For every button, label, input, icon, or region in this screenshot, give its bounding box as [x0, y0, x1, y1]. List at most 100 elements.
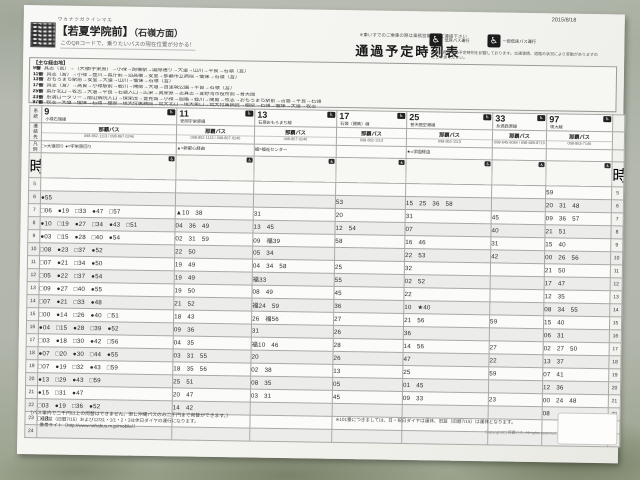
hour-label: 10: [610, 251, 623, 265]
hour-label: 9: [610, 238, 623, 252]
direction-label: （石嶺方面）: [133, 27, 184, 39]
table-side-label: [612, 131, 625, 150]
time-cell: 12 36: [542, 380, 609, 395]
time-cell: 45: [332, 390, 403, 405]
time-cell: 36: [403, 326, 490, 341]
time-cell: 03 31 55: [172, 348, 252, 364]
route-column-header: 13 石嶺おもろまち線 ♿: [254, 109, 337, 128]
time-cell: 12 54: [334, 221, 406, 236]
operator-cell: 那覇バス 098-852-1113 / 098-867-0246: [176, 124, 255, 144]
operator-cell: 那覇バス 098-863-7146: [546, 130, 613, 150]
operator-tel: 098-645-6064 / 098-889-8713: [494, 140, 545, 146]
lowfloor-badge-icon: ♿: [603, 116, 612, 123]
hour-label: 16: [609, 329, 622, 343]
lowfloor-badge-icon: ♿: [328, 158, 335, 164]
time-cell: 45: [333, 286, 405, 301]
time-cell: [175, 179, 254, 195]
time-cell: 21 52: [173, 296, 252, 312]
subheader-cell: ♿: [335, 157, 407, 184]
time-cell: 14 56: [403, 339, 490, 354]
lowfloor-badge-icon: ♿: [246, 157, 253, 163]
hour-label: 15: [609, 316, 622, 330]
side-label-text: 系統: [33, 108, 39, 120]
time-cell: [488, 379, 543, 394]
route-column-number: 33: [495, 113, 506, 124]
time-cell: [490, 275, 545, 290]
time-cell: [405, 183, 492, 198]
hour-label: 11: [27, 255, 40, 269]
time-cell: 09 福39: [252, 233, 335, 248]
table-side-label: 凡例: [29, 140, 42, 153]
time-cell: [402, 404, 489, 419]
route-column-number: 97: [549, 114, 560, 125]
table-side-label: 系統: [29, 105, 42, 123]
lowfloor-partial-label: 一部低床バス運行: [502, 38, 537, 44]
time-cell: 59: [488, 366, 543, 381]
subheader-cell: ♿: [253, 156, 337, 183]
hour-label: 9: [27, 229, 40, 243]
route-column-header: 33 糸満西原線 ♿: [492, 112, 547, 131]
time-cell: 08 35: [250, 376, 333, 391]
time-cell: 04 34 58: [252, 259, 335, 274]
hour-label: 5: [611, 186, 624, 200]
time-cell: 26: [333, 325, 404, 340]
route-column-name: 石嶺おもろまち線: [258, 119, 292, 126]
hour-label: 20: [608, 381, 621, 395]
wheelchair-icon: ♿: [487, 34, 501, 48]
hour-label: 8: [610, 225, 624, 239]
route-column-header: 25 普天間空港線 ♿: [406, 111, 493, 130]
hour-label: 13: [26, 281, 40, 295]
lowfloor-badge-icon: ♿: [483, 114, 492, 121]
time-cell: 40: [490, 223, 546, 238]
hour-label: 7: [28, 203, 41, 217]
hour-label: 12: [610, 277, 623, 291]
time-cell: [250, 402, 333, 417]
time-cell: 19 49: [174, 257, 253, 273]
time-cell: 42: [490, 249, 545, 264]
time-cell: 27: [489, 340, 544, 355]
route-number: 17番: [32, 83, 44, 89]
route-column-number: 13: [257, 109, 268, 120]
time-cell: [489, 301, 544, 316]
lowfloor-badge-icon: ♿: [397, 112, 406, 120]
time-cell: 27: [333, 312, 404, 327]
time-cell: [335, 182, 406, 197]
operator-cell: 那覇バス 098-852-1113: [406, 128, 493, 148]
route-column-name: 安岡宇栄原線: [180, 118, 206, 124]
time-cell: 04 36 49: [174, 218, 254, 234]
time-cell: 16 46: [404, 235, 491, 250]
operator-tel: 098-852-1113: [359, 138, 383, 144]
route-number: 25番: [32, 88, 44, 95]
hour-label: 7: [611, 212, 624, 226]
route-column-name: 糸満西原線: [496, 123, 518, 129]
hour-label: 17: [609, 342, 622, 356]
time-cell: 28: [333, 338, 404, 353]
subheader-cell: ♿: [40, 152, 177, 180]
operator-tel: 098-852-1113: [437, 139, 461, 145]
time-cell: [253, 194, 336, 209]
time-cell: 00 26 56: [544, 250, 611, 265]
time-cell: 01 45: [402, 378, 489, 393]
time-cell: 00 24 48: [542, 393, 609, 408]
hour-label: 6: [28, 190, 41, 204]
time-cell: [253, 181, 336, 196]
route-column-number: 9: [44, 106, 50, 117]
time-cell: 25: [402, 365, 489, 380]
operator-cell: 那覇バス 098-852-1113: [336, 127, 407, 147]
time-cell: 福24 59: [251, 298, 334, 313]
time-cell: [489, 288, 545, 303]
lowfloor-badge-icon: ♿: [327, 111, 336, 118]
time-cell: 36: [333, 299, 404, 314]
time-cell: 20 47: [172, 387, 251, 403]
time-cell: 19 50: [173, 283, 253, 299]
issue-date: 2015/8/18: [551, 17, 577, 24]
time-cell: 15 25 36 58: [405, 196, 492, 211]
side-label-text: 時: [29, 159, 42, 177]
time-cell: 08 49: [251, 285, 335, 300]
table-side-label: 連絡先: [29, 122, 42, 141]
time-cell: [249, 428, 332, 443]
time-cell: 19 49: [174, 270, 253, 286]
stop-name: 【若夏学院前】: [56, 25, 134, 39]
subheader-cell: ♿: [545, 160, 613, 187]
